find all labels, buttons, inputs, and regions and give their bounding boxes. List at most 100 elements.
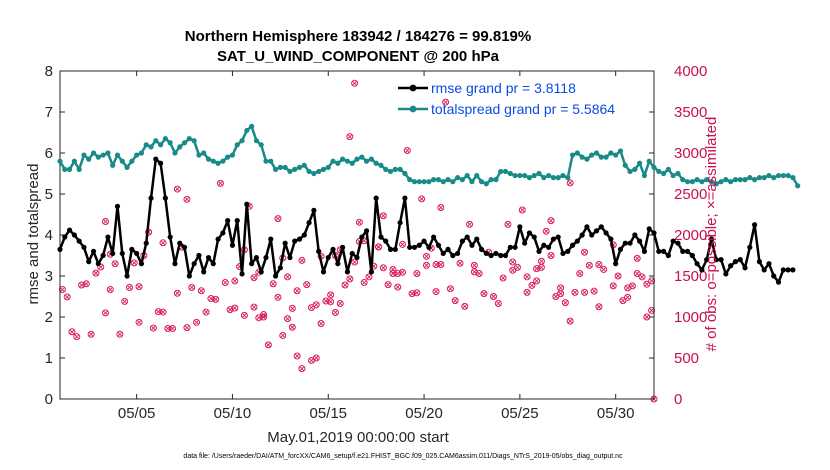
obs-assimilated-mark	[151, 325, 156, 331]
rmse-point	[560, 250, 566, 257]
rmse-point	[517, 224, 523, 230]
rmse-point	[790, 267, 796, 273]
obs-count-point	[633, 254, 641, 262]
rmse-point	[426, 244, 432, 250]
y-tick-label: 8	[45, 63, 53, 80]
obs-assimilated-mark	[93, 270, 99, 276]
right-y-tick-label: 2500	[674, 186, 707, 203]
rmse-point	[177, 240, 183, 246]
obs-count-point	[394, 270, 402, 278]
totalspread-point	[440, 179, 446, 185]
totalspread-point	[589, 152, 595, 158]
obs-assimilated-mark	[553, 294, 559, 299]
totalspread-point	[522, 172, 528, 179]
obs-assimilated-mark	[175, 290, 180, 296]
totalspread-point	[637, 160, 643, 166]
totalspread-point	[488, 177, 494, 183]
rmse-point	[100, 252, 106, 259]
obs-assimilated-mark	[299, 258, 305, 263]
totalspread-point	[454, 175, 461, 181]
totalspread-point	[795, 183, 801, 189]
obs-assimilated-mark	[414, 290, 420, 296]
totalspread-point	[459, 177, 465, 183]
totalspread-point	[450, 179, 456, 185]
obs-assimilated-mark	[280, 333, 286, 338]
y-tick-label: 6	[45, 145, 53, 162]
obs-assimilated-mark	[587, 263, 592, 268]
obs-assimilated-mark	[577, 271, 583, 276]
obs-assimilated-mark	[452, 298, 458, 303]
rmse-point	[354, 254, 360, 261]
obs-assimilated-mark	[558, 285, 563, 291]
obs-count-point	[600, 265, 608, 273]
obs-count-point	[284, 273, 292, 281]
obs-assimilated-mark	[381, 265, 386, 271]
obs-assimilated-mark	[160, 240, 166, 246]
obs-assimilated-mark	[524, 274, 530, 280]
totalspread-point	[292, 166, 298, 172]
rmse-point	[478, 246, 485, 252]
totalspread-point	[330, 158, 336, 164]
totalspread-point	[258, 142, 264, 148]
obs-assimilated-mark	[290, 324, 295, 330]
totalspread-point	[435, 177, 442, 183]
right-y-tick-label: 500	[674, 350, 699, 367]
obs-count-point	[403, 147, 411, 155]
rmse-point	[411, 244, 418, 250]
rmse-point	[531, 234, 537, 240]
obs-assimilated-mark	[285, 316, 290, 321]
totalspread-point	[402, 170, 408, 177]
obs-assimilated-mark	[644, 314, 650, 320]
rmse-point	[397, 220, 403, 226]
rmse-point	[368, 269, 374, 275]
obs-assimilated-mark	[313, 355, 319, 361]
obs-count-point	[58, 286, 66, 294]
obs-assimilated-mark	[567, 180, 573, 186]
obs-count-point	[566, 179, 574, 187]
totalspread-point	[785, 172, 791, 179]
totalspread-point	[234, 142, 240, 148]
obs-assimilated-mark	[424, 254, 429, 259]
obs-assimilated-mark	[582, 290, 587, 295]
rmse-point	[656, 248, 662, 254]
totalspread-point	[301, 162, 307, 168]
obs-count-point	[102, 309, 110, 317]
rmse-point	[646, 226, 652, 232]
obs-count-point	[413, 270, 421, 278]
obs-count-point	[499, 274, 507, 282]
rmse-point	[608, 236, 614, 242]
obs-count-point	[317, 320, 325, 328]
obs-count-point	[456, 259, 464, 267]
rmse-point	[138, 261, 145, 267]
obs-assimilated-mark	[299, 366, 305, 371]
obs-count-point	[173, 185, 181, 193]
obs-count-point	[68, 328, 76, 336]
totalspread-point	[775, 172, 782, 179]
totalspread-point	[699, 179, 705, 185]
rmse-point	[421, 238, 427, 244]
obs-count-point	[303, 281, 311, 289]
obs-count-point	[288, 323, 296, 331]
totalspread-point	[177, 144, 183, 150]
obs-count-point	[451, 297, 459, 305]
totalspread-point	[512, 172, 518, 179]
rmse-point	[694, 261, 700, 267]
obs-assimilated-mark	[213, 297, 219, 302]
obs-count-point	[341, 281, 349, 289]
obs-count-point	[590, 287, 598, 295]
obs-count-point	[490, 293, 498, 300]
obs-assimilated-mark	[591, 288, 597, 294]
rmse-point	[325, 254, 331, 261]
obs-count-point	[446, 285, 454, 293]
rmse-point	[660, 248, 667, 254]
totalspread-point	[225, 154, 231, 160]
obs-count-point	[542, 227, 550, 235]
rmse-point	[363, 228, 370, 234]
totalspread-point	[57, 158, 63, 164]
rmse-point	[373, 195, 379, 201]
totalspread-point	[344, 158, 351, 164]
rmse-point	[512, 244, 518, 250]
totalspread-point	[172, 150, 178, 156]
x-axis: 05/05 05/10 05/15 05/20 05/25 05/30	[118, 71, 634, 422]
obs-assimilated-mark	[64, 294, 70, 300]
